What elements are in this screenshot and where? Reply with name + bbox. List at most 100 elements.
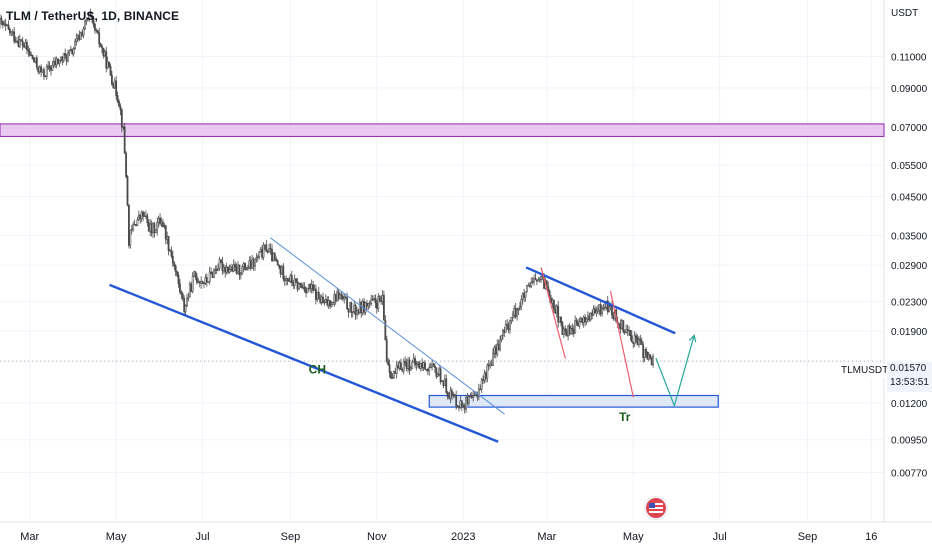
chart-title: TLM / TetherUS, 1D, BINANCE <box>6 9 180 23</box>
candle-body <box>428 367 431 372</box>
price-badge-countdown: 13:53:51 <box>890 377 929 388</box>
candle-body <box>179 283 181 292</box>
candle-body <box>286 278 289 281</box>
candle-body <box>201 280 204 284</box>
candle-body <box>520 298 523 307</box>
candle-body <box>327 300 330 306</box>
candle-body <box>0 18 3 22</box>
us-flag-icon[interactable] <box>645 497 667 519</box>
y-tick-label: 0.01200 <box>891 399 928 410</box>
candle-body <box>188 283 191 298</box>
candle-body <box>23 44 25 48</box>
candle-body <box>67 52 69 62</box>
x-tick-label: 2023 <box>451 531 475 543</box>
currency-label: USDT <box>891 8 919 19</box>
x-tick-label: May <box>106 531 127 543</box>
candle-body <box>377 296 380 309</box>
candle-body <box>367 303 370 307</box>
candle-body <box>186 298 188 307</box>
candle-body <box>466 397 469 404</box>
candle-body <box>489 363 492 367</box>
price-badge: 0.01570 13:53:51 <box>887 362 932 392</box>
y-tick-label: 0.03500 <box>891 232 928 243</box>
candle-body <box>79 32 82 40</box>
annotation-ch: CH <box>309 363 326 377</box>
candle-body <box>47 65 50 68</box>
candle-body <box>282 266 285 280</box>
candle-body <box>623 331 626 334</box>
x-tick-label: Jul <box>196 531 210 543</box>
candle-body <box>112 83 115 89</box>
candle-body <box>296 281 299 290</box>
candle-body <box>418 362 421 369</box>
candle-body <box>402 361 405 372</box>
candle-body <box>317 291 320 300</box>
candle-body <box>218 259 221 269</box>
candle-body <box>37 66 40 73</box>
channel-upper-trendline <box>270 237 505 415</box>
candle-body <box>160 221 163 225</box>
candle-body <box>69 48 72 52</box>
candle-body <box>349 302 351 313</box>
candle-body <box>649 354 652 359</box>
candle-body <box>176 271 178 276</box>
candle-body <box>77 35 79 39</box>
candle-body <box>554 308 557 314</box>
candle-body <box>241 266 244 274</box>
candle-body <box>415 363 418 366</box>
candle-body <box>337 291 340 300</box>
candle-body <box>130 228 133 231</box>
candle-body <box>200 280 203 284</box>
candle-body <box>0 18 1 24</box>
candle-body <box>293 278 296 286</box>
candle-body <box>89 12 92 17</box>
candle-body <box>387 360 390 366</box>
candle-body <box>78 35 81 40</box>
candle-body <box>210 271 212 274</box>
candle-body <box>217 268 220 271</box>
candle-body <box>356 310 358 316</box>
candle-body <box>52 60 55 66</box>
candle-body <box>442 380 445 386</box>
candle-body <box>231 266 234 272</box>
candle-body <box>460 400 463 406</box>
candle-body <box>492 352 494 366</box>
candle-body <box>20 39 23 42</box>
candle-body <box>275 259 278 262</box>
candle-body <box>111 74 113 85</box>
drop-line <box>540 267 566 359</box>
candle-body <box>113 80 116 89</box>
candle-body <box>265 244 268 252</box>
candle-body <box>40 66 42 73</box>
candle-body <box>54 60 57 66</box>
candle-body <box>553 299 555 310</box>
candle-body <box>26 42 28 50</box>
candle-body <box>650 358 653 366</box>
candle-body <box>509 320 511 331</box>
candle-body <box>407 359 409 369</box>
candle-body <box>401 369 404 372</box>
candle-body <box>636 337 639 346</box>
candle-body <box>85 19 88 22</box>
candle-body <box>190 283 193 292</box>
candle-body <box>205 277 208 283</box>
candle-body <box>96 30 99 34</box>
candle-body <box>183 298 186 313</box>
candle-body <box>247 267 249 270</box>
candle-body <box>72 48 75 55</box>
candle-body <box>463 405 466 410</box>
candle-body <box>283 278 286 281</box>
y-tick-label: 0.02300 <box>891 297 928 308</box>
candle-body <box>309 284 312 290</box>
candle-body <box>45 66 48 78</box>
candle-body <box>16 40 18 43</box>
candle-body <box>533 278 535 282</box>
candle-body <box>564 328 567 332</box>
candle-body <box>601 308 603 315</box>
candle-body <box>234 264 237 268</box>
candle-body <box>493 346 496 354</box>
candle-body <box>86 17 89 20</box>
candle-body <box>592 308 595 316</box>
candle-body <box>238 264 241 276</box>
candle-body <box>646 351 649 360</box>
